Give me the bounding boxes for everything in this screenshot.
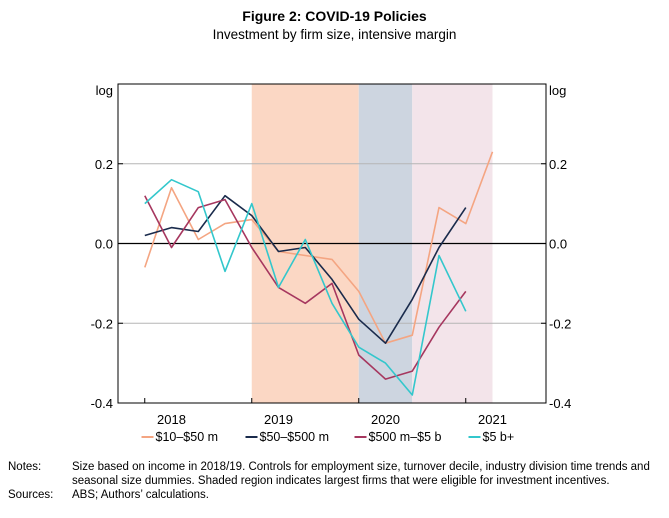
series-line-4 — [144, 178, 467, 396]
legend-label-4: $5 b+ — [483, 430, 515, 444]
y-tick-label-right: 0.0 — [549, 237, 567, 252]
y-tick-label-right: -0.4 — [549, 396, 571, 411]
y-axis-unit-right: log — [549, 83, 566, 98]
series-line-3 — [144, 195, 467, 380]
chart-subtitle: Investment by firm size, intensive margi… — [212, 27, 457, 42]
sources-text: ABS; Authors’ calculations. — [72, 489, 210, 501]
legend-label-1: $10–$50 m — [156, 430, 219, 444]
x-tick-label: 2018 — [157, 412, 186, 427]
notes-text: Size based on income in 2018/19. Control… — [72, 461, 650, 487]
y-tick-label-right: 0.2 — [549, 157, 567, 172]
notes-label: Notes: — [8, 461, 42, 473]
y-tick-label-right: -0.2 — [549, 316, 571, 331]
y-tick-label-left: -0.2 — [91, 316, 113, 331]
y-axis-unit-left: log — [96, 83, 113, 98]
y-tick-label-left: 0.0 — [95, 237, 113, 252]
chart: 0.2 0.2 0.0 0.0 -0.2 -0.2 -0.4 -0.4 log log 2018 20… — [91, 83, 572, 444]
legend-label-3: $500 m–$5 b — [369, 430, 442, 444]
notes: Notes: Size based on income in 2018/19. … — [8, 460, 663, 502]
x-tick-label: 2021 — [478, 412, 507, 427]
series-line-2 — [144, 194, 467, 345]
legend-label-2: $50–$500 m — [260, 430, 330, 444]
sources-label: Sources: — [8, 489, 54, 501]
x-tick-label: 2020 — [371, 412, 400, 427]
chart-title: Figure 2: COVID-19 Policies — [242, 8, 427, 24]
series-line-1 — [144, 151, 494, 345]
y-tick-label-left: 0.2 — [95, 157, 113, 172]
x-tick-label: 2019 — [264, 412, 293, 427]
y-tick-label-left: -0.4 — [91, 396, 113, 411]
